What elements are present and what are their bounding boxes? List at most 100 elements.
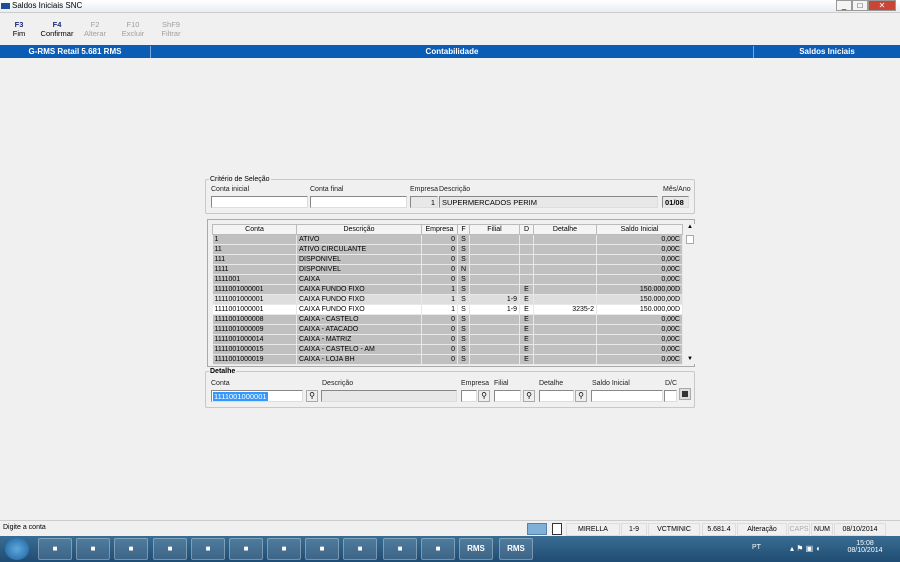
table-cell: 1-9 — [469, 294, 520, 305]
conta-inicial-input[interactable] — [211, 196, 308, 208]
table-cell: E — [519, 304, 534, 315]
conta-input[interactable]: 1111001000001 — [211, 390, 303, 402]
table-cell — [469, 244, 520, 255]
detail-empresa-input[interactable] — [461, 390, 477, 402]
table-cell: CAIXA - MATRIZ — [296, 334, 422, 345]
save-disk-icon[interactable] — [679, 388, 691, 400]
table-cell — [533, 264, 597, 275]
table-cell: 0 — [421, 234, 458, 245]
taskbar-app-folder[interactable]: ■ — [229, 538, 263, 560]
column-header[interactable]: Filial — [469, 224, 520, 235]
table-row[interactable]: 1111001000019 CAIXA - LOJA BH 0 S E 0,00C — [212, 354, 683, 365]
table-cell: S — [457, 244, 470, 255]
table-cell — [469, 324, 520, 335]
table-cell: 111 — [212, 254, 297, 265]
table-cell: S — [457, 354, 470, 365]
table-row[interactable]: 1111001000008 CAIXA - CASTELO 0 S E 0,00C — [212, 314, 683, 325]
key-label: ShF9 — [162, 20, 180, 29]
close-button[interactable]: ✕ — [868, 0, 896, 11]
taskbar-app-RMS[interactable]: RMS — [499, 538, 533, 560]
taskbar-app-chrome[interactable]: ■ — [153, 538, 187, 560]
taskbar-app-RMS[interactable]: RMS — [459, 538, 493, 560]
window-title: Saldos Iniciais SNC — [12, 1, 83, 10]
table-cell: 1-9 — [469, 304, 520, 315]
app-logo-icon — [1, 3, 10, 9]
search-filial-binoculars-icon[interactable]: ⚲ — [523, 390, 535, 402]
detail-dc-input[interactable] — [664, 390, 677, 402]
table-row[interactable]: 1111001000009 CAIXA - ATACADO 0 S E 0,00C — [212, 324, 683, 335]
taskbar-app-ie[interactable]: ■ — [38, 538, 72, 560]
maximize-button[interactable]: □ — [852, 0, 868, 11]
taskbar-app-media[interactable]: ■ — [114, 538, 148, 560]
language-indicator[interactable]: PT — [752, 544, 761, 551]
scroll-thumb[interactable] — [686, 235, 694, 244]
table-row[interactable]: 1111001000014 CAIXA - MATRIZ 0 S E 0,00C — [212, 334, 683, 345]
column-header[interactable]: D — [519, 224, 534, 235]
column-header[interactable]: Detalhe — [533, 224, 597, 235]
table-row[interactable]: 11 ATIVO CIRCULANTE 0 S 0,00C — [212, 244, 683, 255]
table-row[interactable]: 1111001000015 CAIXA - CASTELO - AM 0 S E 0,00… — [212, 344, 683, 355]
conta-final-input[interactable] — [310, 196, 407, 208]
toolbar-excluir-button[interactable]: F10 Excluir — [111, 20, 155, 38]
toolbar-confirmar-button[interactable]: F4 Confirmar — [35, 20, 79, 38]
table-cell: DISPONIVEL — [296, 254, 422, 265]
tray-icons[interactable]: ▴ ⚑ ▣ ◖ — [790, 544, 821, 553]
search-empresa-binoculars-icon[interactable]: ⚲ — [478, 390, 490, 402]
table-cell — [469, 264, 520, 275]
column-header[interactable]: Saldo Inicial — [596, 224, 683, 235]
table-cell: 0,00C — [596, 274, 683, 285]
table-row[interactable]: 1111001 CAIXA 0 S 0,00C — [212, 274, 683, 285]
conta-inicial-label: Conta inicial — [211, 186, 250, 193]
table-cell: 0 — [421, 344, 458, 355]
table-cell — [519, 274, 534, 285]
table-cell: 1111001 — [212, 274, 297, 285]
toolbar-alterar-button[interactable]: F2 Alterar — [73, 20, 117, 38]
clock-time: 15:08 — [856, 540, 874, 547]
toolbar-fim-button[interactable]: F3 Fim — [0, 20, 41, 38]
search-conta-binoculars-icon[interactable]: ⚲ — [306, 390, 318, 402]
start-button[interactable] — [5, 538, 29, 560]
column-header[interactable]: F — [457, 224, 470, 235]
scroll-up-icon[interactable]: ▲ — [687, 224, 693, 230]
taskbar-app-explorer[interactable]: ■ — [76, 538, 110, 560]
table-row[interactable]: 1111001000001 CAIXA FUNDO FIXO 1 S 1-9 E 3235-… — [212, 304, 683, 315]
taskbar-app-app[interactable]: ■ — [191, 538, 225, 560]
detail-group: Detalhe — [205, 368, 695, 408]
detail-saldo-input[interactable] — [591, 390, 663, 402]
toolbar-filtrar-button[interactable]: ShF9 Filtrar — [149, 20, 193, 38]
table-cell: 1111001000015 — [212, 344, 297, 355]
table-cell: 1111001000014 — [212, 334, 297, 345]
table-cell — [533, 324, 597, 335]
table-row[interactable]: 111 DISPONIVEL 0 S 0,00C — [212, 254, 683, 265]
taskbar-app-outlook[interactable]: ■ — [305, 538, 339, 560]
table-row[interactable]: 1 ATIVO 0 S 0,00C — [212, 234, 683, 245]
taskbar-app-excel[interactable]: ■ — [383, 538, 417, 560]
scroll-down-icon[interactable]: ▼ — [687, 356, 693, 362]
status-date: 08/10/2014 — [834, 523, 886, 536]
taskbar-app-app2[interactable]: ■ — [343, 538, 377, 560]
detail-detalhe-input[interactable] — [539, 390, 574, 402]
column-header[interactable]: Descrição — [296, 224, 422, 235]
table-cell: S — [457, 304, 470, 315]
button-label: Confirmar — [40, 29, 74, 38]
table-cell — [519, 254, 534, 265]
table-row[interactable]: 1111001000001 CAIXA FUNDO FIXO 1 S 1-9 E 150.0… — [212, 294, 683, 305]
search-detalhe-binoculars-icon[interactable]: ⚲ — [575, 390, 587, 402]
taskbar-app-lync[interactable]: ■ — [267, 538, 301, 560]
table-row[interactable]: 1111001000001 CAIXA FUNDO FIXO 1 S E 150.000,… — [212, 284, 683, 295]
table-row[interactable]: 1111 DISPONIVEL 0 N 0,00C — [212, 264, 683, 275]
table-cell: S — [457, 334, 470, 345]
header-bar: G-RMS Retail 5.681 RMS Contabilidade Sal… — [0, 45, 900, 58]
table-cell: E — [519, 344, 534, 355]
detail-filial-input[interactable] — [494, 390, 521, 402]
taskbar-app-word[interactable]: ■ — [421, 538, 455, 560]
minimize-button[interactable]: _ — [836, 0, 852, 11]
table-cell: S — [457, 344, 470, 355]
column-header[interactable]: Empresa — [421, 224, 458, 235]
table-cell — [469, 254, 520, 265]
table-cell: E — [519, 294, 534, 305]
conta-value: 1111001000001 — [213, 392, 268, 401]
clock[interactable]: 15:08 08/10/2014 — [845, 540, 885, 554]
column-header[interactable]: Conta — [212, 224, 297, 235]
vertical-scrollbar[interactable]: ▲ ▼ — [685, 224, 695, 364]
